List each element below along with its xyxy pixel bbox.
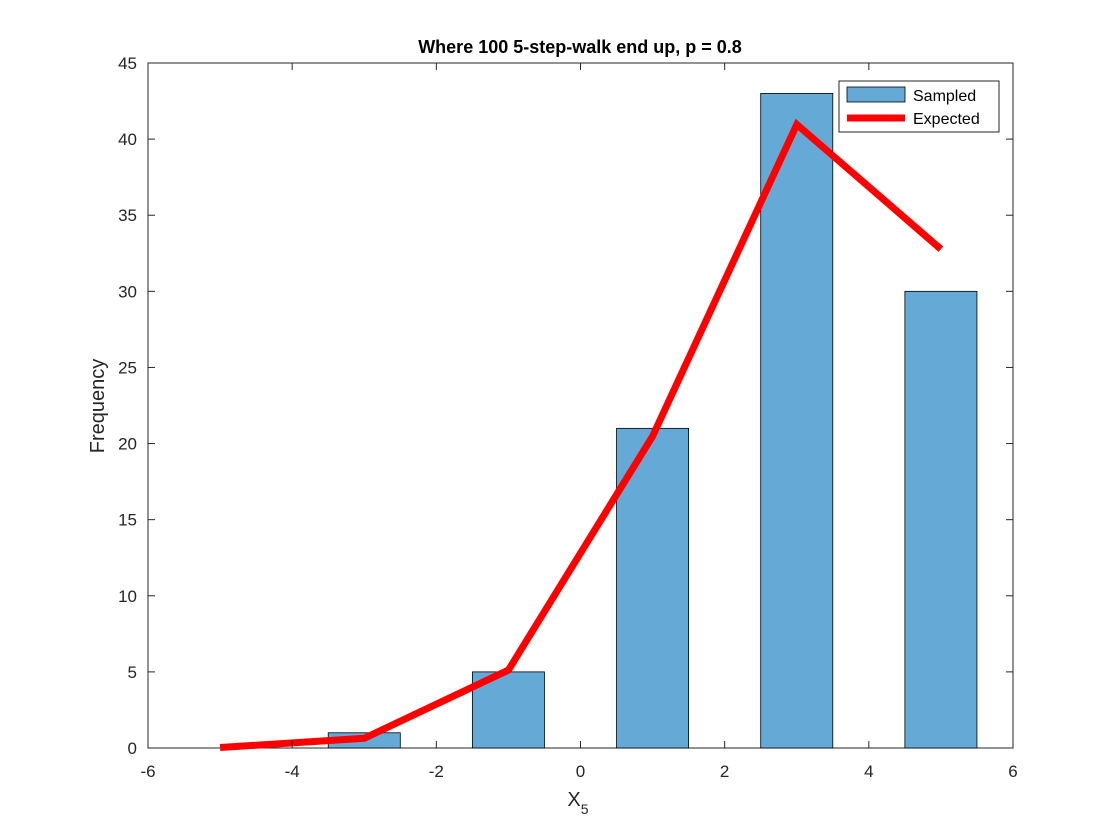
chart-title: Where 100 5-step-walk end up, p = 0.8 xyxy=(418,37,742,57)
x-tick-label: 4 xyxy=(864,762,873,781)
x-tick-label: 0 xyxy=(576,762,585,781)
legend-label-expected: Expected xyxy=(913,111,980,128)
x-axis-label: X5 xyxy=(567,789,588,817)
x-tick-label: 6 xyxy=(1008,762,1017,781)
bar-sampled xyxy=(760,93,834,749)
legend: Sampled Expected xyxy=(838,80,1000,133)
expected-line xyxy=(219,118,944,751)
x-axis-label-subscript: 5 xyxy=(581,801,589,817)
axes xyxy=(147,62,1014,749)
legend-label-sampled: Sampled xyxy=(913,88,976,105)
y-tick-label: 25 xyxy=(118,358,137,377)
y-tick-label: 30 xyxy=(118,282,137,301)
bar-sampled xyxy=(904,290,978,749)
y-tick-label: 45 xyxy=(118,54,137,73)
y-tick-label: 15 xyxy=(118,511,137,530)
y-tick-label: 10 xyxy=(118,587,137,606)
x-tick-label: 2 xyxy=(720,762,729,781)
x-tick-label: -2 xyxy=(429,762,444,781)
legend-swatch-sampled xyxy=(846,86,906,103)
expected-line-layer xyxy=(219,118,944,751)
y-axis-label: Frequency xyxy=(87,359,109,454)
x-tick-label: -6 xyxy=(140,762,155,781)
ticks: -6 -4 -2 0 2 4 6 0 5 10 15 20 25 30 35 40 45 xyxy=(118,54,1018,781)
x-tick-label: -4 xyxy=(285,762,300,781)
x-axis-label-main: X xyxy=(567,789,580,811)
plot-frame xyxy=(147,62,1014,749)
bars xyxy=(327,93,978,749)
y-tick-label: 5 xyxy=(128,663,137,682)
y-tick-label: 0 xyxy=(128,739,137,758)
y-tick-label: 35 xyxy=(118,206,137,225)
y-tick-label: 20 xyxy=(118,435,137,454)
y-tick-label: 40 xyxy=(118,130,137,149)
